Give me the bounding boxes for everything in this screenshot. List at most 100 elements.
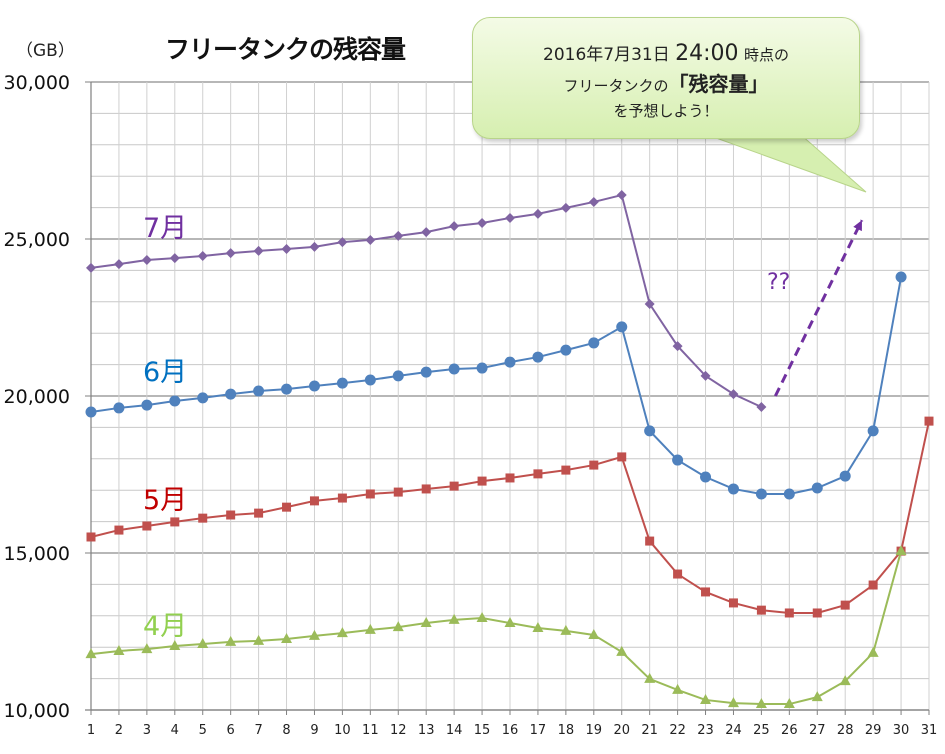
data-point (198, 513, 208, 523)
x-tick-label: 23 (697, 723, 714, 738)
x-tick-label: 1 (87, 723, 95, 738)
data-point (672, 454, 684, 466)
data-point (309, 241, 320, 252)
x-tick-label: 12 (390, 723, 407, 738)
data-point (169, 395, 181, 407)
y-tick-label: 25,000 (4, 229, 70, 251)
x-axis-ticks: 1 2 3 4 5 6 7 8 9 10 11 12 13 14 15 16 17 18 19 20 21 22 23 24 2… (87, 710, 937, 738)
callout-time: 24:00 (675, 41, 739, 66)
data-point (253, 245, 264, 256)
data-point (644, 425, 656, 437)
data-point (868, 580, 878, 590)
data-point (839, 675, 851, 686)
x-tick-label: 28 (837, 723, 854, 738)
data-point (728, 598, 738, 608)
data-point (617, 452, 627, 462)
x-tick-label: 18 (558, 723, 575, 738)
data-point (169, 253, 180, 264)
data-point (113, 259, 124, 270)
x-tick-label: 24 (725, 723, 742, 738)
data-point (839, 470, 851, 482)
data-point (364, 374, 376, 386)
data-point (253, 634, 265, 645)
data-point (616, 645, 628, 656)
y-tick-label: 30,000 (4, 72, 70, 94)
data-point (477, 476, 487, 486)
data-point (420, 366, 432, 378)
callout-line3: を予想しよう！ (613, 102, 719, 120)
data-point (811, 482, 823, 494)
x-tick-label: 6 (227, 723, 235, 738)
x-tick-label: 25 (753, 723, 770, 738)
series-0 (86, 190, 767, 412)
data-point (867, 425, 879, 437)
data-point (756, 401, 767, 412)
data-point (505, 473, 515, 483)
x-tick-label: 10 (334, 723, 351, 738)
data-point (281, 633, 293, 644)
data-point (86, 262, 96, 273)
x-tick-label: 21 (641, 723, 658, 738)
data-point (616, 321, 628, 333)
series-2 (86, 416, 934, 618)
data-point (783, 698, 795, 709)
data-point (616, 190, 627, 201)
data-point (727, 697, 739, 708)
data-point (644, 298, 655, 309)
data-point (169, 639, 181, 650)
data-point (532, 208, 543, 219)
data-point (420, 617, 432, 628)
data-point (392, 370, 404, 382)
arrow-head (853, 220, 862, 232)
data-point (924, 416, 934, 426)
x-tick-label: 2 (115, 723, 123, 738)
x-tick-label: 13 (418, 723, 435, 738)
x-tick-label: 26 (781, 723, 798, 738)
data-point (282, 502, 292, 512)
data-point (644, 672, 656, 683)
data-point (560, 202, 571, 213)
y-axis-ticks: 10,000 15,000 20,000 25,000 30,000 (4, 72, 91, 722)
x-tick-label: 31 (921, 723, 938, 738)
data-point (673, 569, 683, 579)
x-tick-label: 17 (530, 723, 547, 738)
data-point (393, 487, 403, 497)
data-point (504, 356, 516, 368)
callout-line2-prefix: フリータンクの (563, 77, 669, 95)
data-point (85, 648, 97, 659)
arrow-shaft (774, 219, 864, 397)
data-point (336, 377, 348, 389)
data-point (392, 621, 404, 632)
data-point (476, 611, 488, 622)
data-point (197, 638, 209, 649)
x-tick-label: 19 (586, 723, 603, 738)
data-point (253, 385, 265, 397)
data-point (336, 627, 348, 638)
series-label-july: 7月 (143, 213, 188, 244)
grid (91, 81, 930, 711)
data-point (225, 248, 236, 259)
y-axis-unit: （GB） (16, 41, 75, 61)
data-point (840, 600, 850, 610)
question-annotation: ?? (767, 270, 791, 295)
data-point (308, 380, 320, 392)
forecast-arrow (774, 219, 864, 397)
data-point (504, 617, 516, 628)
data-point (561, 465, 571, 475)
data-point (756, 605, 766, 615)
x-tick-label: 9 (310, 723, 318, 738)
callout-emphasis: 「残容量」 (668, 72, 769, 96)
data-point (113, 402, 125, 414)
x-tick-label: 29 (865, 723, 882, 738)
data-point (811, 691, 823, 702)
data-point (365, 234, 376, 245)
x-tick-label: 30 (893, 723, 910, 738)
data-point (85, 406, 97, 418)
series-layer (85, 190, 934, 709)
data-point (700, 471, 712, 483)
y-tick-label: 15,000 (4, 543, 70, 565)
data-point (449, 221, 460, 232)
data-point (337, 493, 347, 503)
callout-pointer (704, 133, 867, 193)
data-point (895, 271, 907, 283)
